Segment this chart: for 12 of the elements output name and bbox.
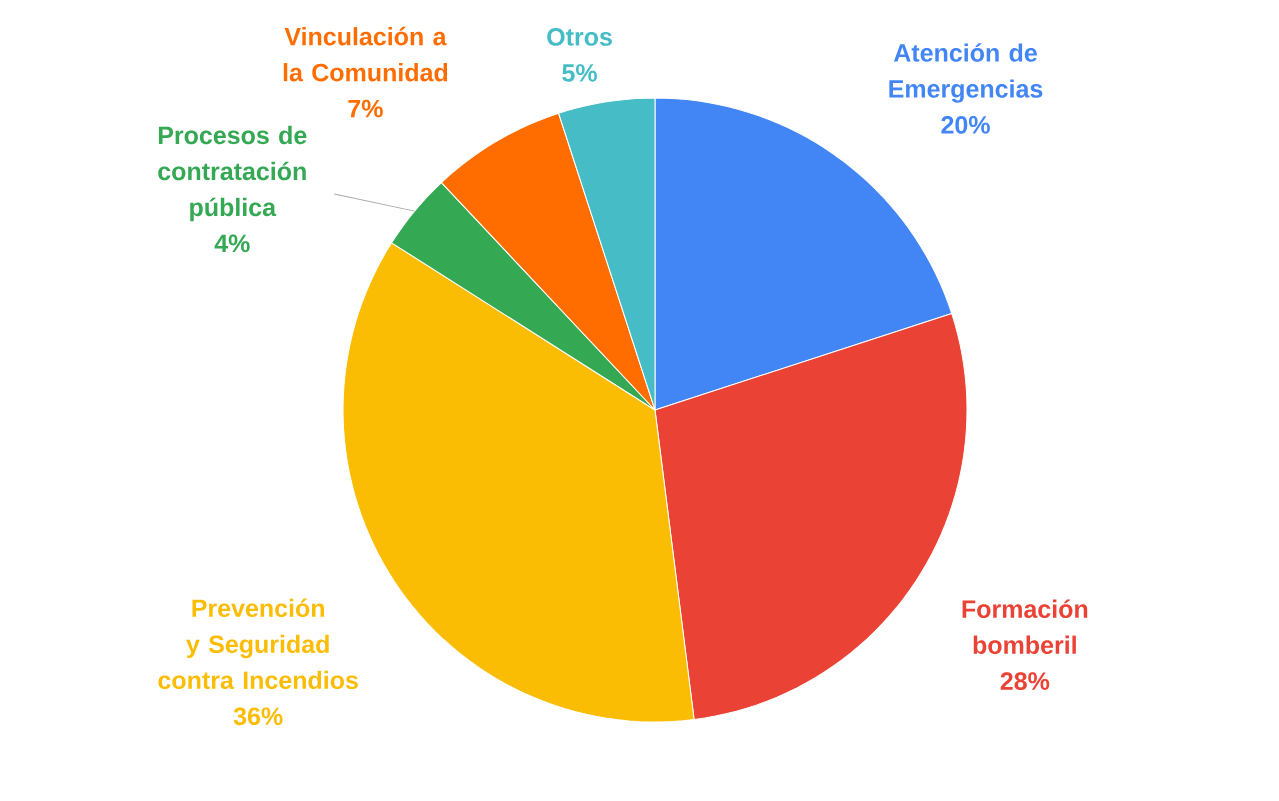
data-label: 20% bbox=[941, 116, 990, 134]
data-label: 4% bbox=[214, 234, 250, 253]
slice-label: Otros bbox=[547, 28, 612, 46]
data-label: 5% bbox=[562, 64, 597, 82]
data-label: 7% bbox=[348, 99, 383, 118]
slice-label: Procesos de contratación pública bbox=[158, 125, 307, 222]
slice-label: Vinculación a la Comunidad bbox=[283, 26, 448, 82]
slice-label: Prevención y Seguridad contra Incendios bbox=[158, 598, 358, 690]
data-label: 36% bbox=[233, 707, 283, 726]
slice-label: Formación bomberil bbox=[962, 599, 1088, 654]
slice-label: Atención de Emergencias bbox=[889, 43, 1043, 103]
data-label: 28% bbox=[1000, 672, 1050, 690]
